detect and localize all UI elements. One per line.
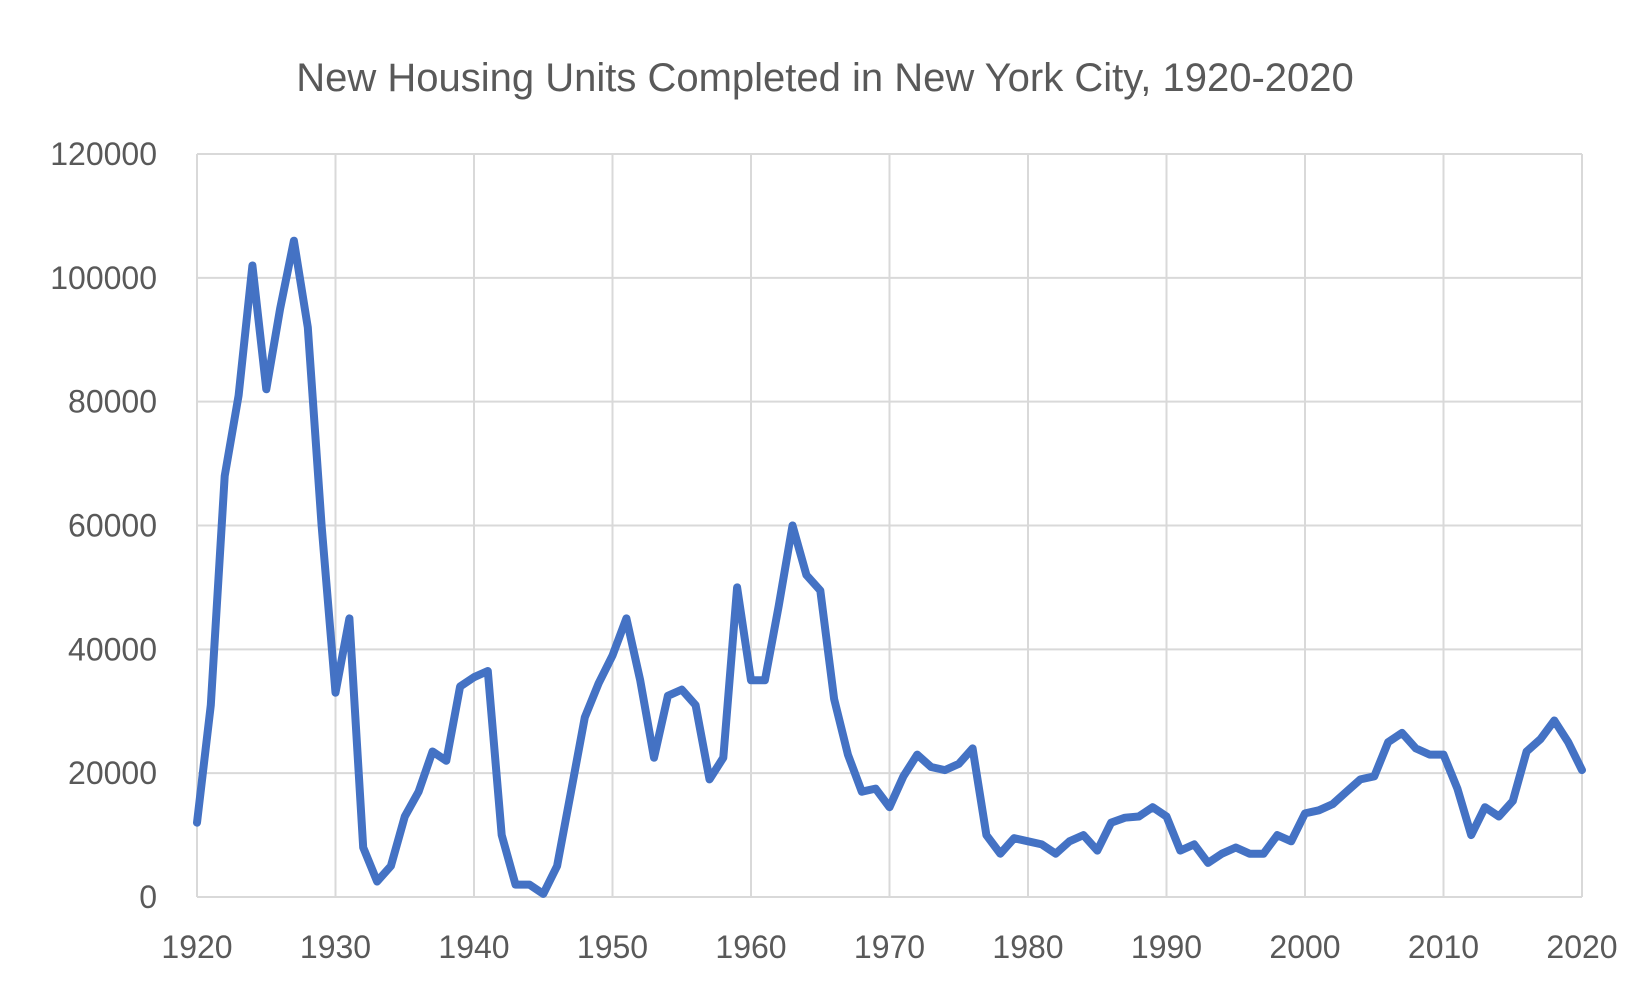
y-tick-label: 60000 — [68, 508, 157, 544]
x-tick-label: 1950 — [577, 929, 648, 965]
y-tick-label: 40000 — [68, 631, 157, 667]
y-tick-label: 20000 — [68, 755, 157, 791]
x-tick-label: 1940 — [438, 929, 509, 965]
x-tick-label: 2020 — [1546, 929, 1617, 965]
y-axis-tick-labels: 0 20000 40000 60000 80000 100000 120000 — [50, 136, 157, 915]
x-tick-label: 1980 — [992, 929, 1063, 965]
x-tick-label: 1960 — [715, 929, 786, 965]
x-tick-label: 1970 — [854, 929, 925, 965]
x-tick-label: 1930 — [300, 929, 371, 965]
x-tick-label: 2010 — [1408, 929, 1479, 965]
x-axis-tick-labels: 1920 1930 1940 1950 1960 1970 1980 1990 2000 2010… — [161, 929, 1617, 965]
x-tick-label: 1920 — [161, 929, 232, 965]
chart-title: New Housing Units Completed in New York … — [296, 56, 1354, 100]
series-line — [193, 236, 1586, 898]
y-tick-label: 120000 — [50, 136, 157, 172]
grid-lines — [196, 153, 1583, 898]
y-tick-label: 80000 — [68, 384, 157, 420]
x-tick-label: 1990 — [1131, 929, 1202, 965]
y-tick-label: 0 — [139, 879, 157, 915]
series-group — [193, 236, 1586, 898]
y-tick-label: 100000 — [50, 260, 157, 296]
x-tick-label: 2000 — [1269, 929, 1340, 965]
